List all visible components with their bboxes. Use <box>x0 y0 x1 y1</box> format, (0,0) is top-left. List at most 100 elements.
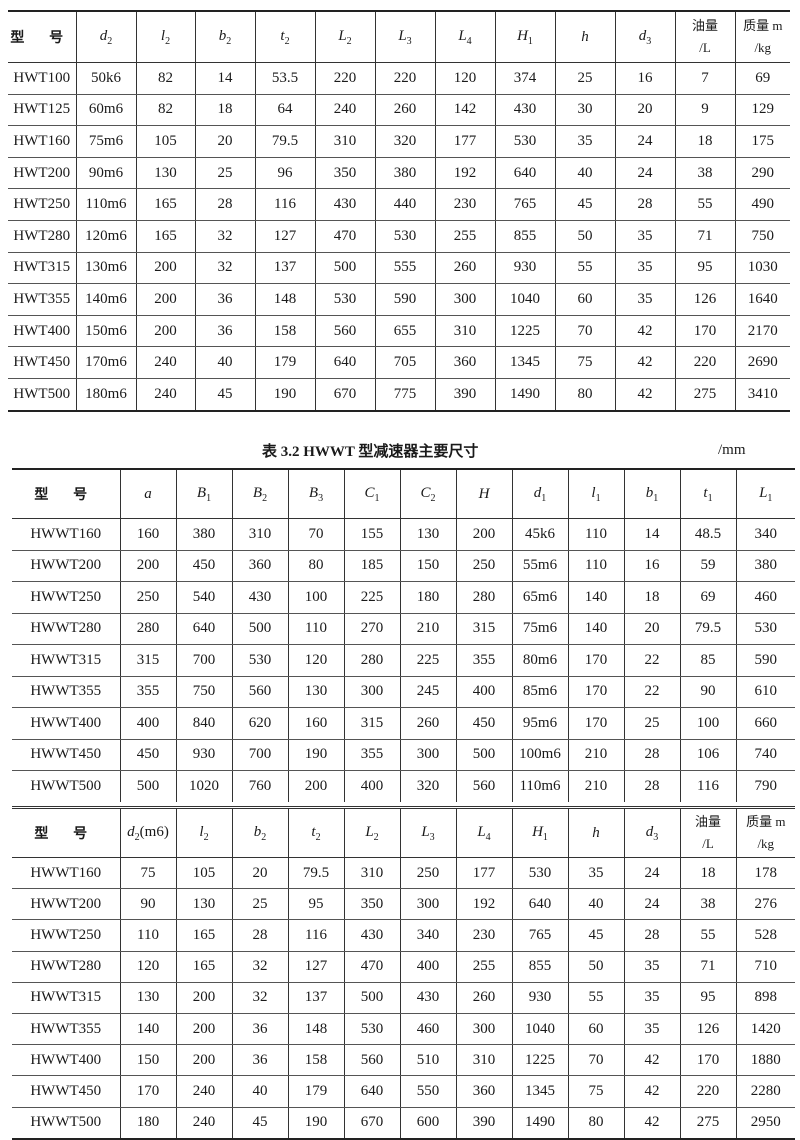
header-unit: /L <box>702 836 714 851</box>
value-cell: 200 <box>135 315 196 348</box>
value-cell: 530 <box>314 283 376 316</box>
table-title: 表 3.2 HWWT 型减速器主要尺寸 <box>262 444 479 460</box>
header-subscript: 1 <box>206 492 212 504</box>
header-subscript: 3 <box>429 831 435 843</box>
model-cell: HWWT450 <box>12 1075 121 1108</box>
value-cell: 80m6 <box>511 644 569 677</box>
value-cell: 930 <box>494 252 556 285</box>
value-cell: 177 <box>434 125 496 158</box>
value-cell: 110 <box>119 919 177 952</box>
value-cell: 1880 <box>735 1044 795 1077</box>
value-cell: 60m6 <box>75 94 137 127</box>
model-cell: HWT200 <box>8 157 77 190</box>
value-cell: 1490 <box>494 378 556 412</box>
value-cell: 190 <box>287 1107 345 1140</box>
value-cell: 170 <box>567 707 625 740</box>
table-row: HWWT250 110 165 28 116 430 340 230 765 45 28 55 528 <box>12 919 795 952</box>
value-cell: 670 <box>314 378 376 412</box>
header-symbol: L <box>477 823 486 840</box>
value-cell: 40 <box>567 888 625 921</box>
value-cell: 110 <box>287 613 345 645</box>
value-cell: 640 <box>494 157 556 190</box>
value-cell: 315 <box>455 613 513 645</box>
value-cell: 530 <box>511 857 569 890</box>
value-cell: 355 <box>455 644 513 677</box>
header-symbol: B <box>308 484 319 501</box>
value-cell: 380 <box>374 157 436 190</box>
header-subscript: 4 <box>466 35 472 47</box>
value-cell: 320 <box>374 125 436 158</box>
value-cell: 24 <box>623 888 681 921</box>
value-cell: 106 <box>679 739 737 771</box>
value-cell: 200 <box>119 550 177 582</box>
value-cell: 240 <box>135 378 196 412</box>
value-cell: 120m6 <box>75 220 137 253</box>
value-cell: 55m6 <box>511 550 569 582</box>
value-cell: 230 <box>455 919 513 952</box>
table-hwwt-dimensions-part2: 型 号 d2(m6) l2 b2 t2 L2 L3 L4 H1 h d3 油量/L 质量 m/kg HWW… <box>12 806 795 1140</box>
value-cell: 1345 <box>494 346 556 379</box>
value-cell: 2280 <box>735 1075 795 1108</box>
value-cell: 275 <box>674 378 736 412</box>
value-cell: 85 <box>679 644 737 677</box>
model-cell: HWWT500 <box>12 770 121 802</box>
value-cell: 430 <box>399 982 457 1014</box>
column-header: d3 <box>614 11 676 63</box>
value-cell: 440 <box>374 188 436 221</box>
header-symbol: L <box>458 27 467 44</box>
table-hwt-dimensions: 型 号 d2 l2 b2 t2 L2 L3 L4 H1 h d3 油量/L 质量 m/kg HWT100 5… <box>8 10 790 412</box>
value-cell: 750 <box>734 220 790 253</box>
value-cell: 30 <box>554 94 616 127</box>
value-cell: 160 <box>287 707 345 740</box>
value-cell: 79.5 <box>287 857 345 890</box>
value-cell: 355 <box>119 676 177 708</box>
value-cell: 110m6 <box>75 188 137 221</box>
value-cell: 40 <box>194 346 256 379</box>
value-cell: 80 <box>287 550 345 582</box>
model-cell: HWWT250 <box>12 581 121 614</box>
value-cell: 75 <box>567 1075 625 1108</box>
column-header: L1 <box>735 469 795 519</box>
value-cell: 200 <box>287 770 345 802</box>
table-row: HWT100 50k6 82 14 53.5 220 220 120 374 25 16 7 69 <box>8 62 790 95</box>
column-header: b2 <box>231 807 289 858</box>
value-cell: 80 <box>554 378 616 412</box>
value-cell: 550 <box>399 1075 457 1108</box>
column-header: l2 <box>175 807 233 858</box>
value-cell: 60 <box>554 283 616 316</box>
value-cell: 38 <box>674 157 736 190</box>
header-symbol: l <box>199 823 204 840</box>
header-label: 质量 m <box>743 18 783 33</box>
value-cell: 170 <box>679 1044 737 1077</box>
value-cell: 290 <box>734 157 790 190</box>
value-cell: 530 <box>494 125 556 158</box>
value-cell: 400 <box>455 676 513 708</box>
column-header: H1 <box>494 11 556 63</box>
value-cell: 190 <box>287 739 345 771</box>
value-cell: 82 <box>135 94 196 127</box>
value-cell: 70 <box>287 518 345 551</box>
value-cell: 500 <box>119 770 177 802</box>
value-cell: 28 <box>194 188 256 221</box>
value-cell: 14 <box>623 518 681 551</box>
value-cell: 470 <box>343 951 401 983</box>
column-header: 型 号 <box>12 807 121 858</box>
header-suffix: (m6) <box>139 823 169 840</box>
value-cell: 35 <box>623 951 681 983</box>
value-cell: 430 <box>494 94 556 127</box>
model-cell: HWWT200 <box>12 888 121 921</box>
value-cell: 280 <box>455 581 513 614</box>
value-cell: 70 <box>567 1044 625 1077</box>
value-cell: 55 <box>554 252 616 285</box>
value-cell: 1225 <box>511 1044 569 1077</box>
table-row: HWWT400 150 200 36 158 560 510 310 1225 70 42 170 18… <box>12 1044 795 1077</box>
table-row: HWWT450 450 930 700 190 355 300 500 100m6 210 28 10… <box>12 739 795 771</box>
value-cell: 130 <box>119 982 177 1014</box>
header-symbol: B <box>196 484 207 501</box>
value-cell: 45k6 <box>511 518 569 551</box>
table-row: HWT160 75m6 105 20 79.5 310 320 177 530 35 24 18 175 <box>8 125 790 158</box>
value-cell: 16 <box>614 62 676 95</box>
value-cell: 430 <box>231 581 289 614</box>
value-cell: 28 <box>614 188 676 221</box>
header-subscript: 2 <box>107 35 113 47</box>
